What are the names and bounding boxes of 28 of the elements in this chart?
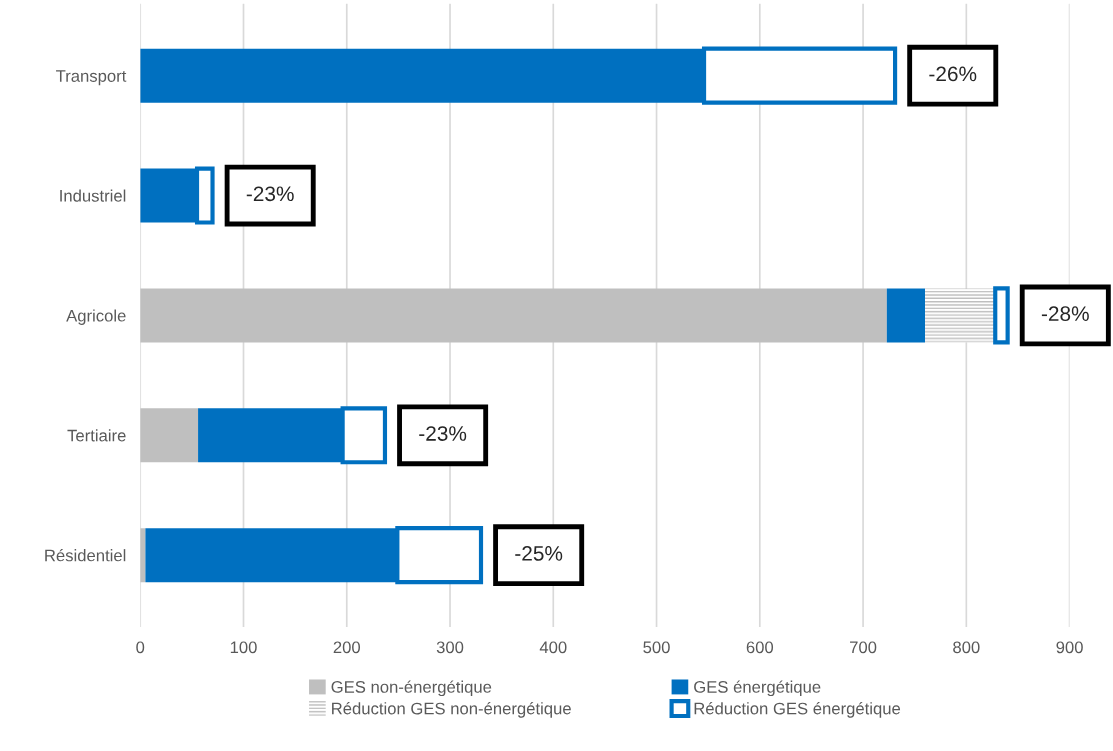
x-tick-label: 200 bbox=[333, 641, 361, 654]
y-tick-label: Tertiaire bbox=[67, 429, 126, 442]
annotation: -23% bbox=[419, 426, 467, 441]
bar bbox=[140, 288, 887, 343]
x-tick-label: 900 bbox=[1056, 641, 1083, 654]
y-tick-label: Agricole bbox=[66, 309, 126, 325]
legend-label: GES énergétique bbox=[694, 680, 821, 697]
x-tick-label: 300 bbox=[436, 641, 464, 654]
y-tick-label: Résidentiel bbox=[45, 548, 126, 562]
bar bbox=[886, 288, 926, 343]
legend-label: Réduction GES non-énergétique bbox=[332, 702, 571, 718]
annotation: -25% bbox=[515, 546, 563, 561]
annotation: -23% bbox=[246, 186, 294, 202]
bar bbox=[140, 408, 199, 463]
x-tick-label: 0 bbox=[136, 641, 145, 654]
x-tick-label: 100 bbox=[230, 641, 257, 654]
y-tick-label: Industriel bbox=[60, 189, 126, 202]
bar bbox=[925, 288, 996, 343]
x-tick-label: 400 bbox=[539, 641, 567, 654]
y-tick-label: Transport bbox=[56, 70, 127, 86]
legend-label: Réduction GES énergétique bbox=[694, 702, 901, 718]
annotation: -26% bbox=[929, 66, 977, 82]
x-tick-label: 600 bbox=[746, 641, 774, 654]
x-tick-label: 500 bbox=[643, 641, 670, 654]
x-tick-label: 700 bbox=[850, 641, 877, 654]
annotation: -28% bbox=[1041, 306, 1089, 322]
x-tick-label: 800 bbox=[953, 641, 980, 654]
legend-label: GES non-énergétique bbox=[331, 680, 492, 697]
